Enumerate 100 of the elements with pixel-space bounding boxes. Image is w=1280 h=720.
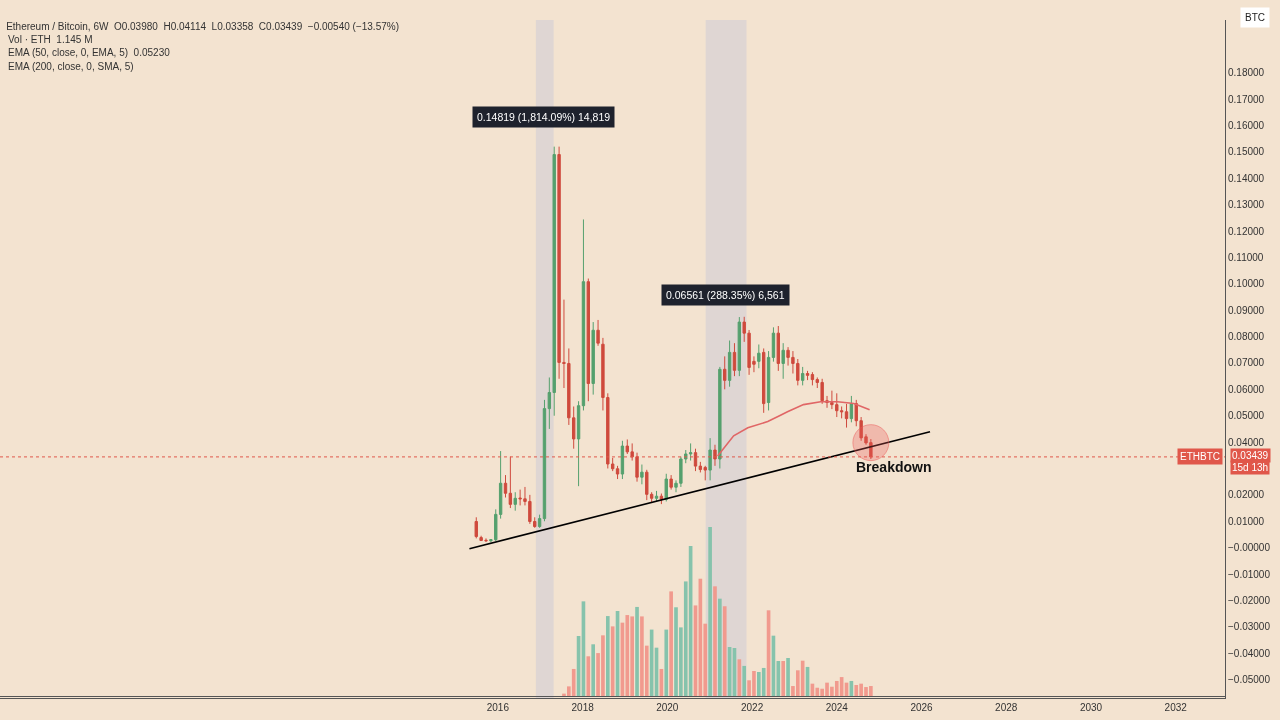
ref-line-label: ETHBTC [1180,451,1220,462]
bar [761,667,766,696]
bar [800,660,805,696]
candlestick [844,403,849,429]
annotation: Breakdown [856,459,932,475]
y-tick-label: 0.09000 [1228,304,1265,316]
x-tick-label: 2028 [995,702,1018,713]
bar [625,615,630,696]
candlestick [800,366,805,386]
candlestick [576,400,581,487]
bar [586,656,591,696]
candlestick [781,342,785,380]
y-tick-label: −0.01000 [1228,568,1271,580]
candlestick [703,465,707,481]
y-tick-label: 0.15000 [1228,146,1265,158]
x-tick-label: 2026 [910,702,934,713]
candlestick [537,514,542,529]
candlestick [503,474,508,498]
x-tick-label: 2022 [740,702,764,713]
candlestick [723,355,727,390]
candlestick [762,347,766,414]
y-tick-label: 0.08000 [1228,331,1265,343]
candlestick [596,319,600,347]
bar [664,629,669,696]
y-tick-label: −0.03000 [1228,621,1271,633]
y-tick-label: −0.04000 [1228,647,1271,659]
annotation: EMA (50, close, 0, EMA, 5) 0.05230 [8,47,171,58]
bar [605,616,610,696]
line-series [716,400,871,457]
y-tick-label: 0.11000 [1228,251,1264,263]
candlestick [591,321,595,396]
candlestick [693,448,698,472]
y-tick-label: 0.10000 [1228,278,1265,290]
text: 0.03439 [1232,450,1269,461]
candlestick [737,316,742,377]
candlestick [645,469,649,501]
candlestick [581,218,586,411]
bar [834,680,839,696]
bar [781,661,786,696]
bar [854,685,859,696]
bar [635,606,639,696]
y-tick-label: 0.02000 [1228,489,1265,501]
y-tick-label: 0.04000 [1228,436,1265,448]
candlestick [810,371,815,386]
text: 15d 13h [1232,462,1269,473]
candlestick [513,491,517,512]
candlestick [727,340,732,388]
bar [571,668,576,696]
candlestick [732,342,737,377]
y-tick-label: 0.01000 [1228,515,1265,527]
annotation: EMA (200, close, 0, SMA, 5) [8,61,134,72]
x-tick-label: 2018 [571,702,595,713]
candlestick [654,490,659,502]
y-tick-label: −0.05000 [1228,674,1271,686]
bar [722,606,727,696]
annotation: 0.14819 (1,814.09%) 14,819 [477,111,611,123]
x-tick-label: 2030 [1079,702,1103,713]
y-tick-label: 0.06000 [1228,383,1265,395]
x-tick-label: 2016 [486,702,510,713]
candlestick [474,516,478,539]
candlestick [640,464,644,485]
candlestick [766,350,771,411]
candlestick [688,442,693,462]
chart-title: Ethereum / Bitcoin, 6W O0.03980 H0.04114 L0.03358 C0.03439 −0.00540 (−13.57%) [6,20,399,32]
bar [669,591,673,696]
bar [742,665,747,696]
bar [815,687,820,696]
candlestick [542,399,547,522]
bar [718,598,722,696]
candlestick [849,395,854,423]
candlestick [718,366,722,469]
annotation: Vol · ETH 1.145 M [8,34,93,45]
x-tick-label: 2020 [656,702,679,713]
candlestick [669,474,673,491]
candlestick [805,370,810,381]
candlestick [620,440,625,480]
candlestick [708,437,712,481]
y-tick-label: 0.17000 [1228,93,1265,105]
candlestick [586,278,591,402]
bar [708,527,712,696]
y-tick-label: 0.18000 [1228,67,1265,79]
y-tick-label: 0.07000 [1228,357,1265,369]
annotation: 0.06561 (288.35%) 6,561 [666,289,785,301]
candlestick [508,456,513,509]
bar [713,586,717,696]
candlestick [664,473,668,502]
bar [591,644,596,696]
candlestick [776,325,781,372]
y-tick-label: 0.14000 [1228,172,1265,184]
y-tick-label: −0.02000 [1228,594,1271,606]
y-tick-label: 0.12000 [1228,225,1265,237]
y-axis-title: BTC [1245,12,1265,23]
y-tick-label: 0.13000 [1228,199,1265,211]
y-tick-label: −0.00000 [1228,542,1271,554]
y-tick-label: 0.16000 [1228,120,1265,132]
x-tick-label: 2024 [825,702,849,713]
bar [786,657,790,696]
y-tick-label: 0.05000 [1228,410,1265,422]
candlestick [771,326,776,363]
bar [610,626,615,696]
